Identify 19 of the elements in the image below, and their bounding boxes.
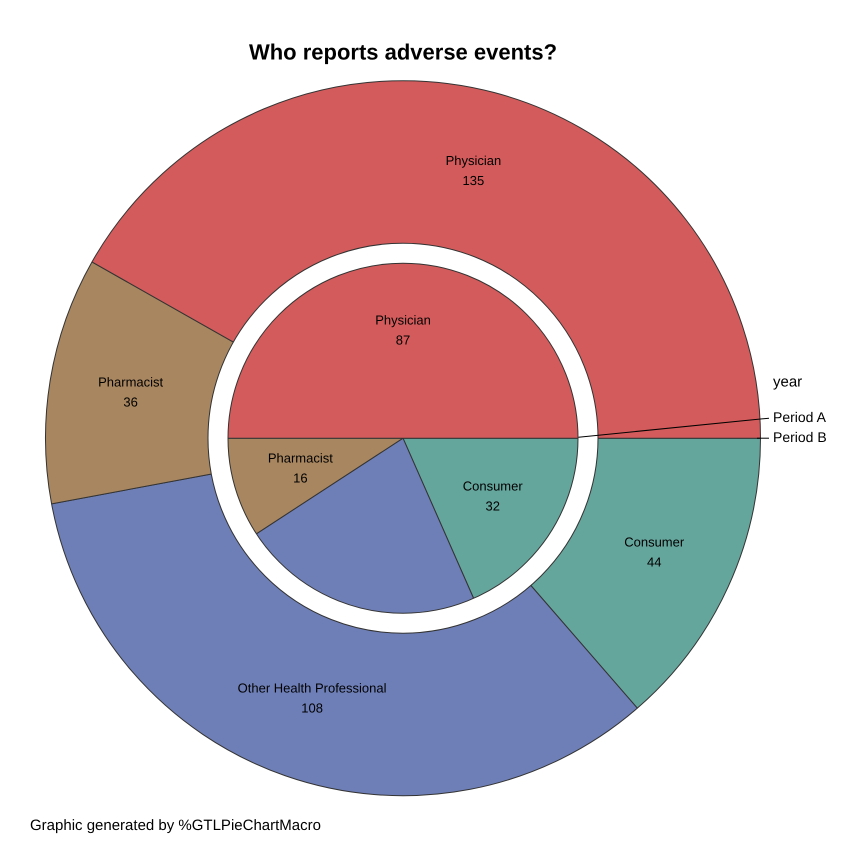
- data-label: 87: [396, 332, 410, 348]
- chart-title: Who reports adverse events?: [248, 39, 558, 64]
- slice-label: Physician: [375, 312, 431, 328]
- data-label: 108: [301, 700, 323, 716]
- data-label: 135: [462, 172, 484, 188]
- slice-label: Consumer: [624, 534, 685, 550]
- slice-label: Period A: [773, 409, 827, 426]
- slice-label: Consumer: [462, 478, 524, 494]
- category-label: Pharmacist: [98, 374, 164, 390]
- slice-label: Period B: [773, 429, 827, 446]
- slice-label: Other Health Professional: [238, 680, 387, 696]
- legend-title: year: [773, 373, 802, 390]
- text: Graphic generated by %GTLPieChartMacro: [30, 817, 321, 834]
- data-label: 44: [646, 554, 662, 570]
- data-label: 36: [123, 394, 138, 410]
- slice-label: Physician: [446, 152, 502, 168]
- data-label: 16: [293, 470, 308, 486]
- slice-label: Pharmacist: [268, 450, 334, 466]
- data-label: 32: [485, 498, 500, 514]
